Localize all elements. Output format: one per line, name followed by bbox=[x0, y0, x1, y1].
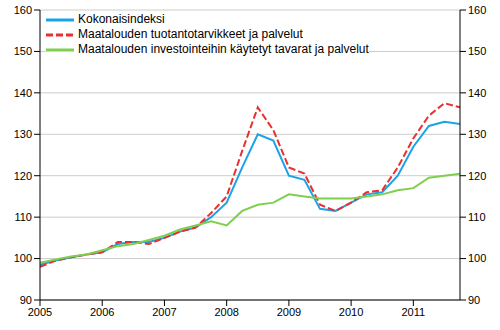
svg-text:2006: 2006 bbox=[90, 306, 114, 318]
svg-text:150: 150 bbox=[468, 45, 486, 57]
svg-text:2007: 2007 bbox=[152, 306, 176, 318]
svg-text:130: 130 bbox=[468, 128, 486, 140]
html-text:Kokonaisindeksi: Kokonaisindeksi bbox=[78, 12, 165, 26]
svg-text:120: 120 bbox=[468, 170, 486, 182]
html-text:Maatalouden tuotantotarvikkeet: Maatalouden tuotantotarvikkeet ja palvel… bbox=[78, 27, 303, 41]
html-text:Maatalouden investointeihin kä: Maatalouden investointeihin käytetyt tav… bbox=[78, 42, 369, 56]
svg-text:100: 100 bbox=[468, 252, 486, 264]
svg-text:140: 140 bbox=[468, 87, 486, 99]
svg-text:130: 130 bbox=[14, 128, 32, 140]
svg-text:120: 120 bbox=[14, 170, 32, 182]
svg-text:90: 90 bbox=[20, 294, 32, 306]
svg-text:110: 110 bbox=[468, 211, 486, 223]
svg-text:160: 160 bbox=[14, 4, 32, 16]
svg-text:110: 110 bbox=[14, 211, 32, 223]
svg-text:2008: 2008 bbox=[214, 306, 238, 318]
svg-text:100: 100 bbox=[14, 252, 32, 264]
svg-text:2005: 2005 bbox=[28, 306, 52, 318]
svg-text:2011: 2011 bbox=[402, 306, 426, 318]
svg-text:140: 140 bbox=[14, 87, 32, 99]
svg-text:2010: 2010 bbox=[339, 306, 363, 318]
svg-text:160: 160 bbox=[468, 4, 486, 16]
svg-text:150: 150 bbox=[14, 45, 32, 57]
svg-text:90: 90 bbox=[468, 294, 480, 306]
svg-text:2009: 2009 bbox=[277, 306, 301, 318]
